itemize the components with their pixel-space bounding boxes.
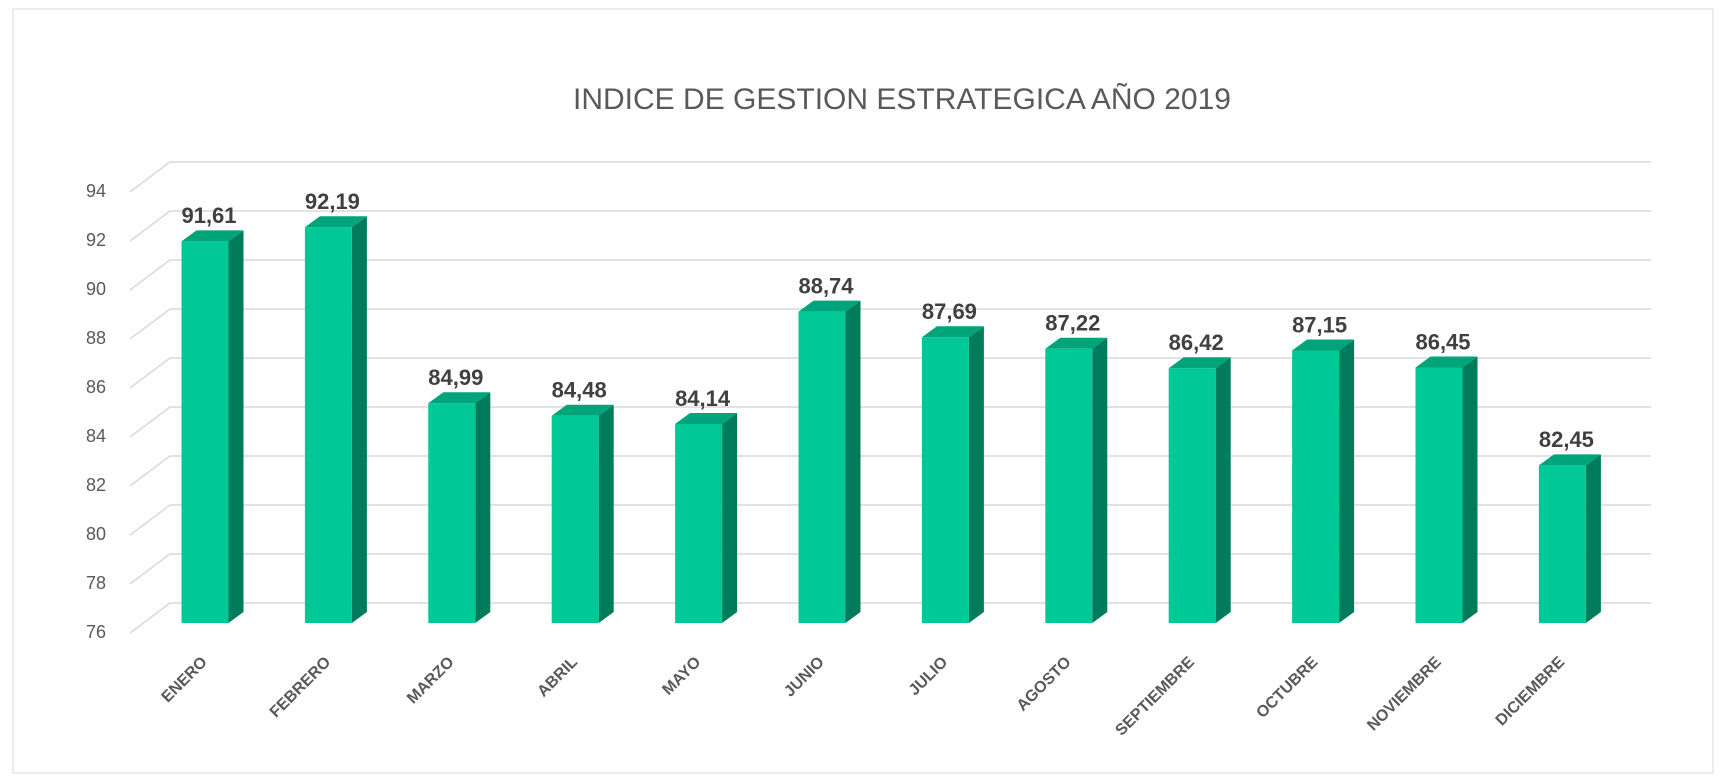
data-label: 86,42 xyxy=(1169,330,1224,355)
bar-side xyxy=(1339,339,1355,623)
y-tick-label: 86 xyxy=(86,377,106,397)
grid-line xyxy=(129,357,1651,389)
data-label: 88,74 xyxy=(798,273,854,298)
chart-title: INDICE DE GESTION ESTRATEGICA AÑO 2019 xyxy=(573,82,1231,116)
y-tick-label: 90 xyxy=(86,279,106,299)
bar-front xyxy=(1415,367,1463,623)
y-tick-label: 88 xyxy=(86,328,106,348)
bar xyxy=(428,392,491,623)
bar-side xyxy=(351,216,367,623)
bar-side xyxy=(228,230,244,623)
y-tick-label: 84 xyxy=(86,426,106,446)
bar xyxy=(921,326,984,623)
bar xyxy=(1292,339,1355,623)
bar-top xyxy=(1538,454,1601,466)
y-tick-label: 92 xyxy=(86,230,106,250)
data-label: 84,99 xyxy=(428,365,483,390)
bar-side xyxy=(845,300,861,623)
bar-top xyxy=(1168,357,1231,369)
bar-top xyxy=(675,413,738,425)
data-label: 87,15 xyxy=(1292,312,1347,337)
bar-top xyxy=(551,404,614,416)
bar-front xyxy=(1538,465,1586,623)
bar-top xyxy=(304,216,367,228)
bar-side xyxy=(1215,357,1231,623)
grid-line xyxy=(129,210,1651,242)
bar-side xyxy=(722,413,738,623)
bar-front xyxy=(304,227,352,623)
bar-front xyxy=(675,424,723,623)
bar-side xyxy=(1462,356,1478,623)
bar-front xyxy=(798,311,846,623)
bar xyxy=(1045,337,1108,623)
bar xyxy=(1415,356,1478,623)
grid-line xyxy=(129,259,1651,291)
data-label: 84,48 xyxy=(552,378,607,403)
data-label: 84,14 xyxy=(675,386,731,411)
bar xyxy=(675,413,738,623)
bar-top xyxy=(428,392,491,404)
bar-front xyxy=(921,337,969,623)
grid-line xyxy=(129,308,1651,340)
y-tick-label: 94 xyxy=(86,181,106,201)
grid-line xyxy=(129,161,1651,193)
grid-line xyxy=(129,602,1651,634)
data-label: 87,69 xyxy=(922,299,977,324)
bar-side xyxy=(968,326,984,623)
grid-line xyxy=(129,553,1651,585)
data-label: 86,45 xyxy=(1415,329,1470,354)
y-tick-label: 78 xyxy=(86,573,106,593)
data-label: 91,61 xyxy=(181,203,236,228)
bar-side xyxy=(475,392,491,623)
y-tick-label: 76 xyxy=(86,622,106,642)
bar-side xyxy=(598,404,614,623)
data-label: 92,19 xyxy=(305,189,360,214)
bar xyxy=(1538,454,1601,623)
bar-top xyxy=(1415,356,1478,368)
grid-line xyxy=(129,504,1651,536)
bar-top xyxy=(1045,337,1108,349)
y-tick-label: 80 xyxy=(86,524,106,544)
bar xyxy=(798,300,861,623)
bar xyxy=(181,230,244,623)
bar xyxy=(1168,357,1231,623)
bar-top xyxy=(181,230,244,242)
bar-front xyxy=(551,415,599,623)
bar-side xyxy=(1585,454,1601,623)
bar-top xyxy=(921,326,984,338)
bar-top xyxy=(1292,339,1355,351)
bar-top xyxy=(798,300,861,312)
bar-front xyxy=(1168,368,1216,623)
bar-side xyxy=(1092,337,1108,623)
bar xyxy=(551,404,614,623)
bar-front xyxy=(1292,350,1340,623)
y-tick-label: 82 xyxy=(86,475,106,495)
grid-line xyxy=(129,406,1651,438)
data-label: 82,45 xyxy=(1539,427,1594,452)
data-label: 87,22 xyxy=(1045,311,1100,336)
bar-front xyxy=(1045,348,1093,623)
grid-line xyxy=(129,455,1651,487)
bar-front xyxy=(428,403,476,623)
bar-front xyxy=(181,241,229,623)
bar xyxy=(304,216,367,623)
